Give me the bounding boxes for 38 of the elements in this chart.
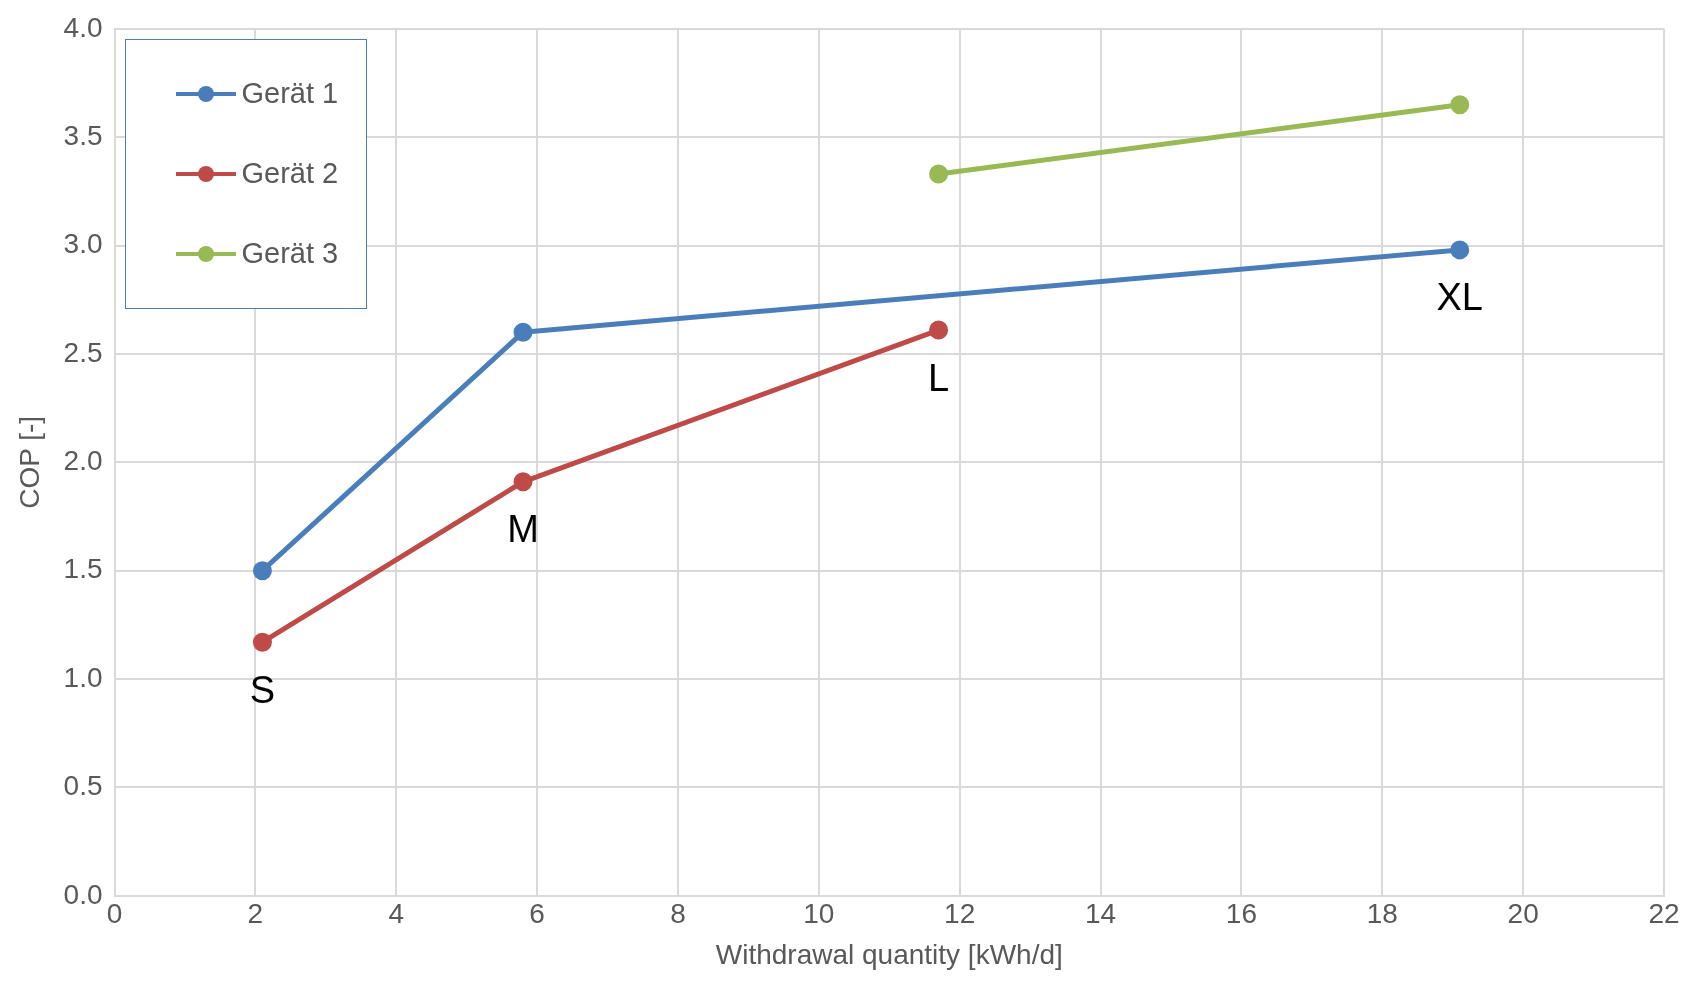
x-tick-label: 18 — [1366, 898, 1398, 930]
x-tick-label: 14 — [1084, 898, 1117, 930]
x-tick-label: 6 — [529, 898, 545, 930]
x-tick-label: 22 — [1648, 898, 1680, 930]
x-tick-label: 8 — [670, 898, 686, 930]
x-tick-label: 2 — [247, 898, 264, 930]
y-axis-title: COP [-] — [13, 415, 45, 509]
y-tick-label: 3.5 — [63, 119, 103, 151]
x-tick-label: 0 — [106, 898, 123, 930]
legend-label: Gerät 2 — [241, 157, 339, 191]
annotation: M — [507, 508, 539, 551]
x-tick-label: 10 — [803, 898, 835, 930]
point — [1450, 95, 1470, 115]
y-tick-label: 0.0 — [63, 878, 103, 910]
y-tick-label: 0.5 — [63, 770, 103, 802]
annotation: L — [927, 356, 950, 399]
point — [1450, 240, 1470, 260]
point — [252, 632, 272, 652]
annotation: XL — [1436, 276, 1483, 319]
point — [513, 322, 533, 342]
annotation: S — [249, 668, 276, 711]
legend-label: Gerät 3 — [241, 237, 339, 271]
x-tick-label: 16 — [1225, 898, 1257, 930]
y-tick-label: 3.0 — [63, 228, 103, 260]
point — [252, 561, 272, 581]
x-tick-label: 4 — [388, 898, 405, 930]
y-tick-label: 2.5 — [63, 336, 103, 368]
point — [513, 472, 533, 492]
y-tick-label: 2.0 — [63, 445, 103, 477]
point — [929, 164, 949, 184]
point — [929, 320, 949, 340]
legend-label: Gerät 1 — [241, 77, 339, 111]
y-tick-label: 1.5 — [63, 553, 103, 585]
y-tick-label: 4.0 — [63, 11, 103, 43]
x-axis-title: Withdrawal quantity [kWh/d] — [715, 938, 1063, 970]
x-tick-label: 20 — [1507, 898, 1539, 930]
y-tick-label: 1.0 — [63, 661, 103, 693]
x-tick-label: 12 — [944, 898, 976, 930]
